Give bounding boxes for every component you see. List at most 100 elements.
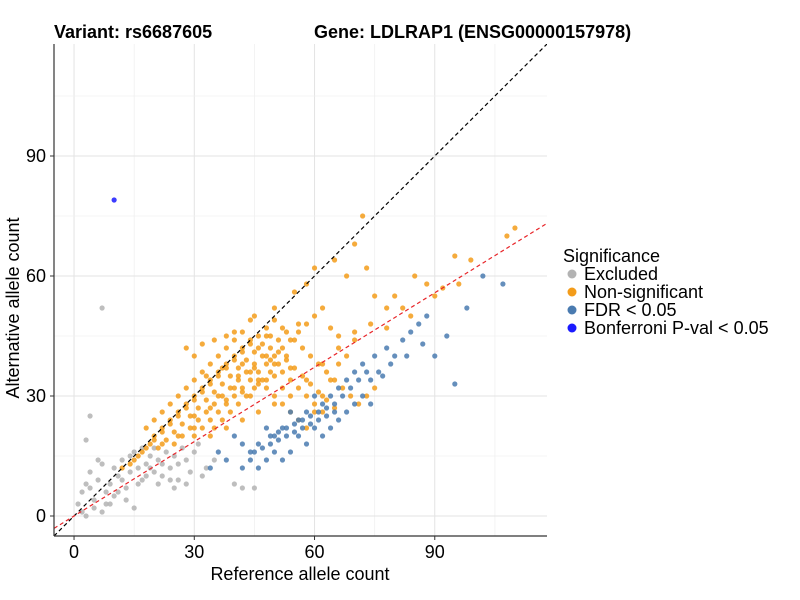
point-non-significant <box>211 425 217 431</box>
point-fdr-0-05 <box>303 409 310 415</box>
point-non-significant <box>468 257 474 263</box>
grid <box>54 44 547 536</box>
point-non-significant <box>307 381 314 387</box>
reference-line-identity <box>54 44 547 536</box>
point-excluded <box>123 497 129 503</box>
point-non-significant <box>167 401 173 407</box>
point-fdr-0-05 <box>323 405 330 411</box>
point-excluded <box>111 465 117 471</box>
point-bonferroni-p-val-0-05 <box>111 197 117 203</box>
y-tick-label: 0 <box>36 506 46 526</box>
point-non-significant <box>327 377 334 383</box>
point-non-significant <box>319 305 326 311</box>
point-fdr-0-05 <box>239 441 245 447</box>
point-fdr-0-05 <box>287 449 294 455</box>
point-excluded <box>151 469 157 475</box>
point-fdr-0-05 <box>311 425 318 431</box>
point-fdr-0-05 <box>380 373 386 379</box>
point-excluded <box>99 509 105 515</box>
point-fdr-0-05 <box>307 421 314 427</box>
point-non-significant <box>251 385 258 391</box>
point-non-significant <box>267 345 274 351</box>
point-non-significant <box>191 425 197 431</box>
x-tick-label: 0 <box>69 542 79 562</box>
point-excluded <box>131 505 137 511</box>
point-non-significant <box>179 421 185 427</box>
point-excluded <box>107 481 113 487</box>
point-fdr-0-05 <box>279 425 286 431</box>
chart-title-variant: Variant: rs6687605 <box>54 22 212 42</box>
point-non-significant <box>271 401 278 407</box>
point-excluded <box>87 485 93 491</box>
point-fdr-0-05 <box>315 409 322 415</box>
point-non-significant <box>364 393 370 399</box>
point-non-significant <box>263 333 270 339</box>
point-non-significant <box>215 353 221 359</box>
point-excluded <box>155 481 161 487</box>
point-excluded <box>79 489 85 495</box>
point-excluded <box>147 465 153 471</box>
point-fdr-0-05 <box>239 465 245 471</box>
point-fdr-0-05 <box>420 341 426 347</box>
reference-lines <box>54 44 547 536</box>
point-fdr-0-05 <box>315 417 322 423</box>
point-excluded <box>183 481 189 487</box>
point-non-significant <box>247 369 253 375</box>
point-non-significant <box>311 409 318 415</box>
point-non-significant <box>408 313 414 319</box>
y-axis-label: Alternative allele count <box>3 217 23 398</box>
point-fdr-0-05 <box>352 401 358 407</box>
point-excluded <box>167 465 173 471</box>
point-excluded <box>95 457 101 463</box>
point-excluded <box>171 485 177 491</box>
point-fdr-0-05 <box>388 361 394 367</box>
point-non-significant <box>372 293 378 299</box>
point-non-significant <box>247 393 253 399</box>
point-non-significant <box>335 345 342 351</box>
point-fdr-0-05 <box>255 441 262 447</box>
point-fdr-0-05 <box>291 421 298 427</box>
point-non-significant <box>199 425 205 431</box>
point-non-significant <box>311 401 318 407</box>
point-non-significant <box>179 433 185 439</box>
point-fdr-0-05 <box>400 337 406 343</box>
point-non-significant <box>247 377 253 383</box>
point-excluded <box>143 461 149 467</box>
point-non-significant <box>199 369 205 375</box>
point-non-significant <box>364 265 370 271</box>
point-non-significant <box>151 437 157 443</box>
point-non-significant <box>335 333 342 339</box>
point-non-significant <box>203 397 209 403</box>
point-excluded <box>251 485 258 491</box>
point-fdr-0-05 <box>343 377 350 383</box>
x-tick-label: 60 <box>305 542 325 562</box>
point-non-significant <box>171 429 177 435</box>
point-non-significant <box>384 305 390 311</box>
point-non-significant <box>219 417 225 423</box>
point-fdr-0-05 <box>251 449 258 455</box>
point-non-significant <box>211 401 217 407</box>
point-non-significant <box>271 361 278 367</box>
point-fdr-0-05 <box>335 385 342 391</box>
point-fdr-0-05 <box>335 417 342 423</box>
axes <box>53 44 547 537</box>
point-non-significant <box>331 377 338 383</box>
point-non-significant <box>251 313 258 319</box>
point-fdr-0-05 <box>299 425 306 431</box>
point-fdr-0-05 <box>392 353 398 359</box>
point-excluded <box>163 449 169 455</box>
point-fdr-0-05 <box>267 441 274 447</box>
legend-label-fdr-0-05: FDR < 0.05 <box>584 300 677 320</box>
point-fdr-0-05 <box>416 321 422 327</box>
point-non-significant <box>352 329 358 335</box>
point-fdr-0-05 <box>500 281 506 287</box>
point-non-significant <box>279 345 286 351</box>
legend-label-bonferroni-p-val-0-05: Bonferroni P-val < 0.05 <box>584 318 769 338</box>
point-non-significant <box>251 361 258 367</box>
point-non-significant <box>267 333 274 339</box>
point-fdr-0-05 <box>275 437 282 443</box>
point-non-significant <box>319 393 326 399</box>
point-non-significant <box>187 413 193 419</box>
point-excluded <box>183 457 189 463</box>
